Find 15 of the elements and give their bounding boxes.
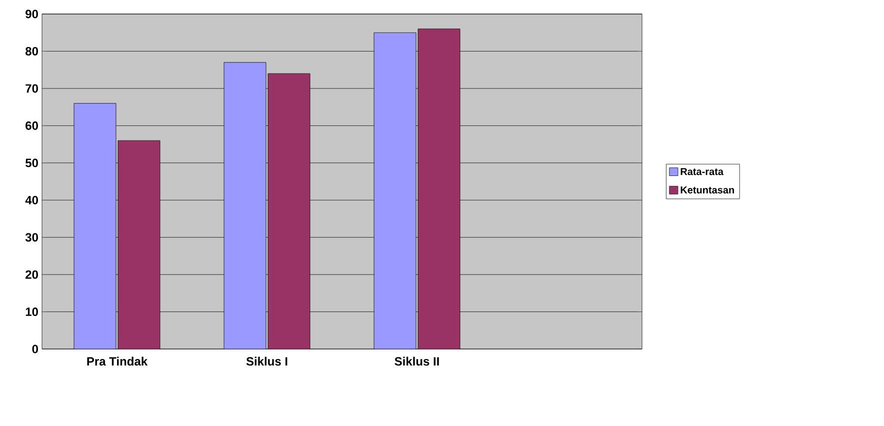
y-tick-label: 0: [32, 344, 38, 354]
y-tick-label: 30: [25, 233, 38, 242]
y-tick-label: 20: [26, 270, 38, 279]
y-tick-label: 40: [25, 196, 38, 204]
y-tick-label: 60: [26, 121, 38, 130]
y-tick-label: 10: [26, 308, 38, 316]
y-tick-label: 70: [26, 84, 38, 93]
y-tick-label: 50: [25, 158, 38, 168]
x-tick-label: Siklus II: [394, 356, 439, 366]
y-tick-label: 80: [25, 46, 38, 56]
x-tick-label: Pra Tindak: [87, 356, 148, 366]
y-tick-label: 90: [26, 10, 38, 18]
x-tick-label: Siklus I: [246, 356, 288, 366]
legend-label: Ketuntasan: [680, 186, 734, 194]
legend-label: Rata-rata: [680, 168, 724, 176]
